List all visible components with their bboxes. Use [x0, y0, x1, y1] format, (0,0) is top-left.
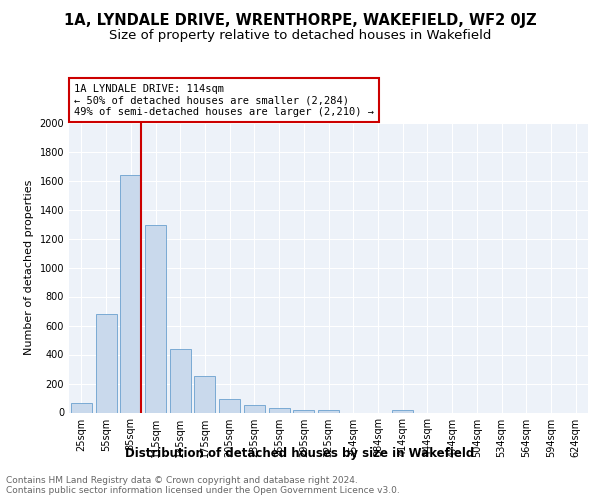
Y-axis label: Number of detached properties: Number of detached properties — [24, 180, 34, 355]
Text: Contains HM Land Registry data © Crown copyright and database right 2024.
Contai: Contains HM Land Registry data © Crown c… — [6, 476, 400, 495]
Bar — [219, 400, 240, 412]
Text: Size of property relative to detached houses in Wakefield: Size of property relative to detached ho… — [109, 29, 491, 42]
Text: 1A LYNDALE DRIVE: 114sqm
← 50% of detached houses are smaller (2,284)
49% of sem: 1A LYNDALE DRIVE: 114sqm ← 50% of detach… — [74, 84, 374, 116]
Bar — [269, 408, 290, 412]
Bar — [120, 174, 141, 412]
Bar — [145, 226, 166, 412]
Bar — [95, 314, 116, 412]
Bar — [71, 403, 92, 412]
Bar — [293, 410, 314, 412]
Text: 1A, LYNDALE DRIVE, WRENTHORPE, WAKEFIELD, WF2 0JZ: 1A, LYNDALE DRIVE, WRENTHORPE, WAKEFIELD… — [64, 12, 536, 28]
Bar — [194, 376, 215, 412]
Bar — [392, 410, 413, 412]
Bar — [170, 348, 191, 412]
Bar — [244, 405, 265, 412]
Text: Distribution of detached houses by size in Wakefield: Distribution of detached houses by size … — [125, 448, 475, 460]
Bar — [318, 410, 339, 412]
